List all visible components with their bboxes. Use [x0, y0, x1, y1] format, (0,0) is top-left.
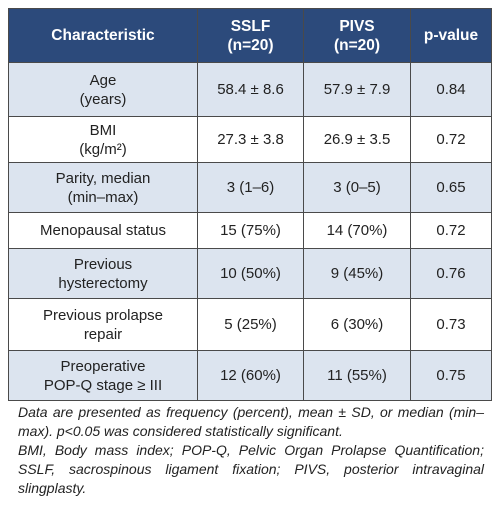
header-cell: PIVS (n=20)	[303, 8, 411, 63]
table-row: Menopausal status 15 (75%) 14 (70%) 0.72	[8, 212, 492, 249]
footnote-text: BMI, Body mass index; POP-Q, Pelvic Orga…	[18, 442, 484, 496]
table-cell: Previous prolapse repair	[8, 298, 198, 351]
table-row: BMI (kg/m²) 27.3 ± 3.8 26.9 ± 3.5 0.72	[8, 116, 492, 163]
cell-text: (min–max)	[67, 188, 139, 206]
table-cell: 14 (70%)	[303, 212, 411, 249]
cell-text: repair	[83, 325, 123, 343]
table-cell: 10 (50%)	[197, 248, 304, 299]
cell-text: Characteristic	[51, 27, 155, 44]
cell-text: 6 (30%)	[330, 316, 384, 333]
cell-text: 3 (1–6)	[226, 179, 275, 196]
cell-text: PIVS	[339, 17, 375, 35]
cell-text: (years)	[79, 90, 127, 108]
cell-text: 3 (0–5)	[333, 179, 381, 196]
cell-text: 0.72	[436, 222, 466, 239]
table-cell: 57.9 ± 7.9	[303, 62, 411, 117]
cell-text: Menopausal status	[40, 222, 166, 239]
cell-text: 14 (70%)	[326, 222, 388, 239]
cell-text: 5 (25%)	[224, 316, 277, 333]
table-cell: 27.3 ± 3.8	[197, 116, 304, 163]
header-cell: SSLF (n=20)	[197, 8, 304, 63]
cell-text: Age	[89, 71, 117, 89]
table-cell: 9 (45%)	[303, 248, 411, 299]
footnote-text: Data are presented as frequency (percent…	[18, 404, 484, 439]
table-cell: Parity, median (min–max)	[8, 162, 198, 213]
table-cell: Menopausal status	[8, 212, 198, 249]
table-cell: 26.9 ± 3.5	[303, 116, 411, 163]
cell-text: 0.76	[436, 265, 466, 282]
table-cell: 15 (75%)	[197, 212, 304, 249]
table-cell: 0.84	[410, 62, 492, 117]
cell-text: 0.75	[436, 367, 466, 384]
table-cell: Age (years)	[8, 62, 198, 117]
cell-text: (n=20)	[333, 36, 381, 54]
cell-text: 26.9 ± 3.5	[323, 131, 391, 148]
table-cell: Preoperative POP-Q stage ≥ III	[8, 350, 198, 401]
cell-text: POP-Q stage ≥ III	[43, 376, 163, 394]
cell-text: Previous	[73, 255, 133, 273]
cell-text: (n=20)	[227, 36, 274, 54]
cell-text: 27.3 ± 3.8	[217, 131, 284, 148]
table-cell: 0.75	[410, 350, 492, 401]
cell-text: 9 (45%)	[330, 265, 384, 282]
cell-text: 15 (75%)	[220, 222, 281, 239]
cell-text: 11 (55%)	[327, 367, 387, 384]
table-row: Preoperative POP-Q stage ≥ III 12 (60%) 11 …	[8, 350, 492, 401]
cell-text: p-value	[423, 27, 479, 44]
table-cell: 0.76	[410, 248, 492, 299]
cell-text: 0.72	[436, 131, 466, 148]
cell-text: 0.65	[436, 179, 466, 196]
cell-text: Parity, median	[55, 169, 151, 187]
cell-text: 10 (50%)	[220, 265, 281, 282]
header-cell: Characteristic	[8, 8, 198, 63]
cell-text: (kg/m²)	[79, 140, 127, 158]
table-cell: 0.65	[410, 162, 492, 213]
table-cell: 3 (0–5)	[303, 162, 411, 213]
cell-text: hysterectomy	[58, 274, 148, 292]
cell-text: Preoperative	[60, 357, 146, 375]
header-cell: p-value	[410, 8, 492, 63]
cell-text: 57.9 ± 7.9	[323, 81, 391, 98]
table-row: Age (years) 58.4 ± 8.6 57.9 ± 7.9 0.84	[8, 62, 492, 117]
cell-text: 0.73	[436, 316, 466, 333]
table-cell: 11 (55%)	[303, 350, 411, 401]
cell-text: 58.4 ± 8.6	[217, 81, 284, 98]
table-cell: 58.4 ± 8.6	[197, 62, 304, 117]
cell-text: 0.84	[436, 81, 466, 98]
cell-text: BMI	[89, 121, 117, 139]
table-row: Previous prolapse repair 5 (25%) 6 (30%) 0.7…	[8, 298, 492, 351]
table-cell: 0.73	[410, 298, 492, 351]
data-table: Characteristic SSLF (n=20) PIVS (n=20) p-valu…	[8, 8, 492, 401]
table-cell: 0.72	[410, 212, 492, 249]
table-row: Parity, median (min–max) 3 (1–6) 3 (0–5) 0.6…	[8, 162, 492, 213]
table-cell: 3 (1–6)	[197, 162, 304, 213]
table-cell: Previous hysterectomy	[8, 248, 198, 299]
cell-text: SSLF	[230, 17, 271, 35]
header-row: Characteristic SSLF (n=20) PIVS (n=20) p-valu…	[8, 8, 492, 63]
cell-text: 12 (60%)	[220, 367, 281, 384]
footnote: Data are presented as frequency (percent…	[18, 403, 484, 498]
table-row: Previous hysterectomy 10 (50%) 9 (45%) 0.76	[8, 248, 492, 299]
table-cell: 0.72	[410, 116, 492, 163]
table-cell: 12 (60%)	[197, 350, 304, 401]
cell-text: Previous prolapse	[42, 306, 164, 324]
table-cell: 6 (30%)	[303, 298, 411, 351]
table-cell: BMI (kg/m²)	[8, 116, 198, 163]
table-cell: 5 (25%)	[197, 298, 304, 351]
